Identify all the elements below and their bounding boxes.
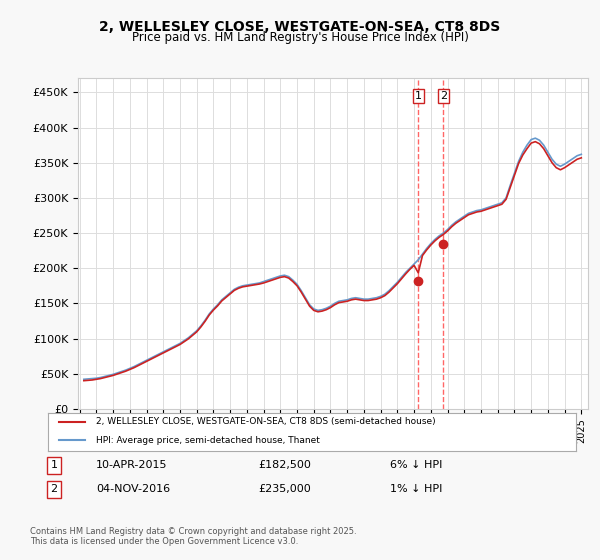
Text: 10-APR-2015: 10-APR-2015 <box>96 460 167 470</box>
Text: 1: 1 <box>415 91 422 101</box>
Text: 1: 1 <box>50 460 58 470</box>
Text: 1% ↓ HPI: 1% ↓ HPI <box>390 484 442 494</box>
Text: 2, WELLESLEY CLOSE, WESTGATE-ON-SEA, CT8 8DS (semi-detached house): 2, WELLESLEY CLOSE, WESTGATE-ON-SEA, CT8… <box>95 417 435 426</box>
Text: 6% ↓ HPI: 6% ↓ HPI <box>390 460 442 470</box>
Text: Contains HM Land Registry data © Crown copyright and database right 2025.
This d: Contains HM Land Registry data © Crown c… <box>30 526 356 546</box>
Text: 04-NOV-2016: 04-NOV-2016 <box>96 484 170 494</box>
Text: £182,500: £182,500 <box>258 460 311 470</box>
Text: Price paid vs. HM Land Registry's House Price Index (HPI): Price paid vs. HM Land Registry's House … <box>131 31 469 44</box>
Text: 2: 2 <box>440 91 447 101</box>
Text: 2, WELLESLEY CLOSE, WESTGATE-ON-SEA, CT8 8DS: 2, WELLESLEY CLOSE, WESTGATE-ON-SEA, CT8… <box>100 20 500 34</box>
Text: 2: 2 <box>50 484 58 494</box>
Text: £235,000: £235,000 <box>258 484 311 494</box>
Text: HPI: Average price, semi-detached house, Thanet: HPI: Average price, semi-detached house,… <box>95 436 319 445</box>
